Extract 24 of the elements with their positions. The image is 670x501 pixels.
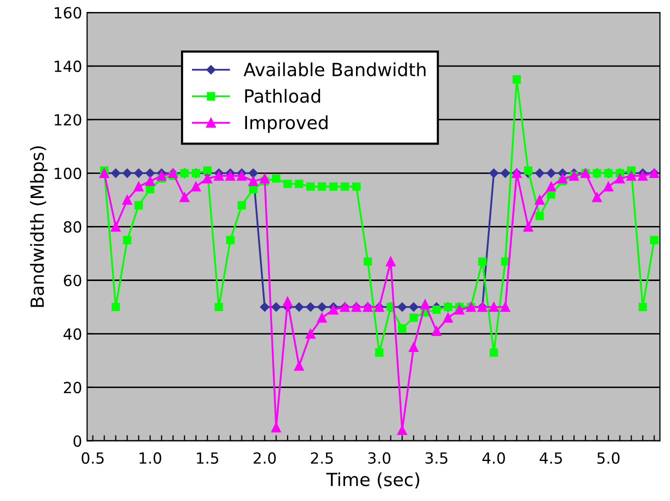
y-tick-label: 80	[64, 221, 82, 233]
x-tick-label: 4.0	[482, 452, 505, 464]
x-axis-title: Time (sec)	[326, 472, 420, 488]
legend-label: Improved	[245, 115, 328, 133]
y-tick-label: 20	[64, 382, 82, 394]
x-tick-label: 2.5	[310, 452, 333, 464]
x-tick-label: 1.5	[196, 452, 218, 464]
y-axis-title: Bandwidth (Mbps)	[30, 146, 48, 307]
y-tick-label: 160	[54, 6, 82, 19]
x-tick-label: 3.0	[368, 452, 390, 464]
y-tick-label: 0	[74, 435, 82, 447]
x-tick-label: 3.5	[426, 452, 448, 464]
x-tick-label: 5.0	[597, 452, 620, 464]
y-tick-label: 140	[54, 60, 82, 72]
y-tick-label: 100	[54, 168, 82, 180]
x-tick-label: 0.5	[82, 452, 104, 464]
x-tick-label: 1.0	[140, 452, 162, 464]
y-tick-label: 40	[64, 328, 82, 340]
legend-label: Pathload	[245, 88, 320, 103]
x-tick-label: 4.5	[540, 452, 562, 464]
x-tick-label: 2.0	[254, 452, 276, 464]
y-tick-label: 120	[54, 114, 82, 126]
y-tick-label: 60	[64, 274, 82, 286]
legend-label: Available Bandwidth	[244, 62, 426, 76]
